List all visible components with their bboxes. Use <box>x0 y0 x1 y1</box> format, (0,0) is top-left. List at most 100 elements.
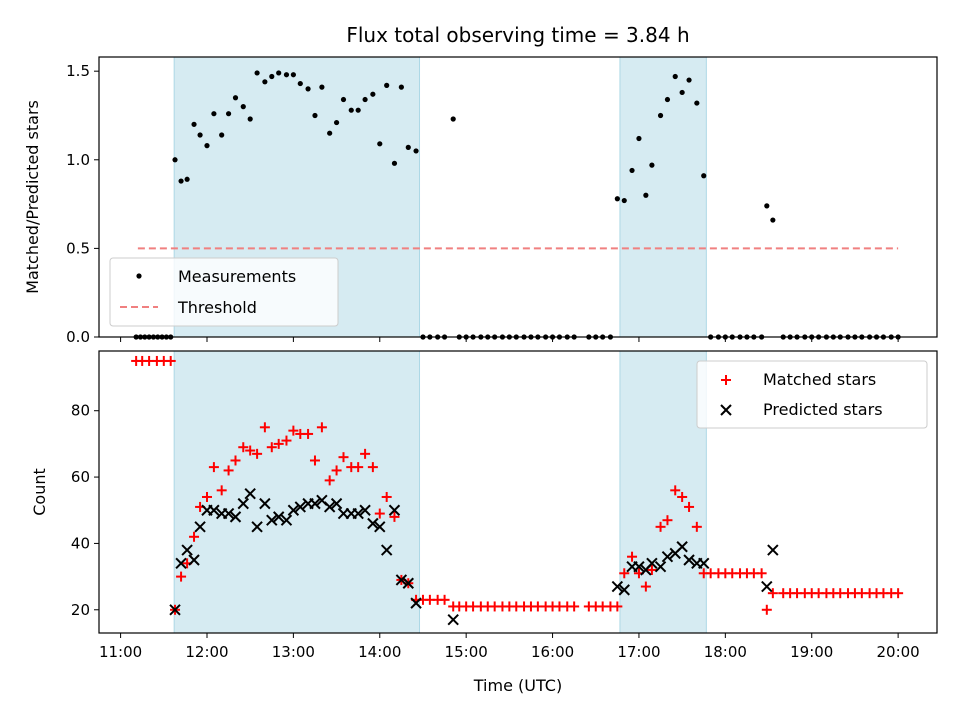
predicted-star-point <box>388 504 401 516</box>
measurement-point <box>672 73 678 80</box>
matched-star-point <box>640 581 651 592</box>
predicted-star-point <box>287 504 300 516</box>
matched-star-point <box>662 515 673 526</box>
matched-star-point <box>324 475 335 486</box>
matched-star-point <box>223 465 234 476</box>
predicted-star-point <box>309 497 321 510</box>
measurement-point <box>636 135 642 142</box>
top-legend-box <box>109 257 339 327</box>
predicted-star-point <box>410 597 422 609</box>
measurement-point <box>391 160 398 166</box>
predicted-star-point <box>244 487 256 500</box>
predicted-star-point <box>272 511 285 523</box>
measurement-point <box>694 100 700 106</box>
predicted-star-point <box>208 504 220 516</box>
matched-star-point <box>360 448 371 459</box>
legend-predicted-marker <box>720 404 732 416</box>
matched-star-point <box>627 551 638 562</box>
measurement-point <box>450 116 456 122</box>
predicted-star-point <box>359 504 371 516</box>
matched-star-point <box>176 571 187 582</box>
top-y-axis-label: Matched/Predicted stars <box>23 100 42 294</box>
predicted-star-point <box>294 501 306 513</box>
measurement-point <box>225 111 232 117</box>
measurement-point <box>405 144 411 150</box>
top-legend: Measurements Threshold <box>109 257 339 327</box>
bottom-legend: Matched stars Predicted stars <box>696 360 928 429</box>
legend-matched-marker <box>721 375 731 385</box>
measurement-point <box>184 176 190 182</box>
measurement-point <box>305 86 311 92</box>
matched-star-point <box>309 455 320 466</box>
x-tick-label: 11:00 <box>99 643 142 661</box>
measurement-point <box>348 107 354 113</box>
measurement-point <box>770 217 776 223</box>
measurement-point <box>398 84 404 90</box>
predicted-star-point <box>367 517 379 530</box>
measurement-point <box>649 162 655 168</box>
measurement-point <box>211 111 217 117</box>
matched-star-point <box>761 604 772 615</box>
chart-title: Flux total observing time = 3.84 h <box>346 23 689 47</box>
predicted-star-point <box>169 604 181 616</box>
top-y-tick-label: 1.0 <box>66 151 90 169</box>
matched-star-point <box>670 485 681 496</box>
matched-star-point <box>439 594 450 605</box>
legend-measurements-label: Measurements <box>178 267 296 286</box>
predicted-star-point <box>222 507 235 520</box>
matched-star-point <box>338 452 349 463</box>
matched-star-point <box>245 445 256 456</box>
matched-star-point <box>252 448 263 459</box>
matched-star-point <box>367 462 378 473</box>
bottom-y-tick-label: 80 <box>71 402 90 420</box>
predicted-star-point <box>188 554 200 566</box>
measurement-point <box>657 112 664 119</box>
matched-star-point <box>655 521 666 532</box>
measurement-point <box>384 82 390 88</box>
matched-star-point <box>612 601 623 612</box>
predicted-star-point <box>237 497 249 510</box>
matched-star-point <box>273 438 284 449</box>
matched-star-point <box>756 568 767 579</box>
measurement-point <box>276 70 282 76</box>
measurement-point <box>664 96 671 103</box>
x-tick-label: 14:00 <box>358 643 401 661</box>
predicted-star-point <box>633 560 645 573</box>
measurement-point <box>362 96 368 103</box>
predicted-star-point <box>767 544 779 556</box>
predicted-star-point <box>380 544 393 556</box>
matched-star-point <box>691 521 702 532</box>
x-tick-label: 20:00 <box>877 643 920 661</box>
matched-star-point <box>165 355 176 366</box>
measurement-point <box>254 70 260 76</box>
top-y-tick-label: 0.0 <box>66 328 90 346</box>
matched-star-point <box>266 442 277 453</box>
matched-star-point <box>619 568 630 579</box>
predicted-star-point <box>646 557 658 570</box>
matched-star-point <box>288 425 299 436</box>
matched-star-point <box>646 564 657 575</box>
x-tick-label: 19:00 <box>790 643 833 661</box>
x-tick-label: 15:00 <box>445 643 488 661</box>
matched-star-point <box>189 531 200 542</box>
measurement-point <box>283 72 290 78</box>
measurement-point <box>327 130 333 136</box>
legend-measurements-marker <box>136 273 142 279</box>
measurement-point <box>247 116 253 122</box>
bottom-shaded-span-1 <box>173 350 421 634</box>
top-y-tick-label: 0.5 <box>66 239 90 257</box>
measurement-point <box>333 119 340 126</box>
measurement-point <box>370 91 376 97</box>
predicted-star-point <box>251 521 263 533</box>
predicted-star-point <box>175 557 187 570</box>
predicted-star-point <box>330 497 343 510</box>
measurement-point <box>701 173 707 179</box>
measurement-point <box>621 197 627 204</box>
predicted-star-point <box>229 511 242 523</box>
matched-star-point <box>281 435 292 446</box>
bottom-panel: 11:00 12:00 13:00 14:00 15:00 16:00 17:00 18:00… <box>30 350 938 695</box>
top-panel: 0.0 0.5 1.0 1.5 Matched/Predicted stars Mea… <box>23 56 938 346</box>
predicted-star-point <box>618 584 630 596</box>
bottom-x-axis-label: Time (UTC) <box>473 676 562 695</box>
